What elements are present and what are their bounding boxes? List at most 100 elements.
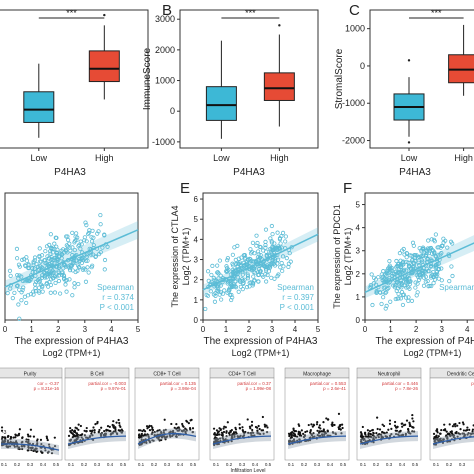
scatter-point — [76, 264, 82, 270]
facet-point — [307, 423, 310, 427]
scatter-point — [276, 272, 281, 277]
facet-point — [469, 432, 472, 435]
scatter-point — [16, 302, 21, 307]
facet-point — [83, 429, 86, 432]
scatter-point — [421, 253, 426, 259]
y-tick-label: 5 — [194, 215, 199, 224]
scatter-point — [407, 263, 412, 269]
scatter-point — [205, 293, 211, 298]
significance-label: *** — [431, 8, 442, 18]
facet-point — [337, 426, 340, 429]
scatter-point — [258, 245, 263, 250]
scatter-point — [261, 274, 266, 279]
facet-x-tick-label: 0.2 — [226, 462, 233, 467]
facet-point — [0, 438, 4, 441]
facet-point — [372, 441, 375, 444]
facet-point — [405, 419, 409, 422]
scatter-point — [33, 279, 39, 285]
facet-x-tick-label: 0.1 — [213, 462, 220, 467]
scatter-point — [80, 255, 85, 260]
scatter-point — [235, 243, 240, 248]
scatter-point — [65, 234, 70, 239]
scatter-point — [59, 251, 64, 256]
facet-point — [67, 434, 71, 437]
x-axis-label: The expression of P4HA3 — [204, 336, 318, 347]
scatter-point — [215, 263, 220, 268]
facet-point — [88, 435, 91, 439]
facet-point — [413, 430, 416, 433]
facet-point — [147, 435, 150, 438]
facet-point — [337, 427, 341, 431]
facet-point — [400, 422, 403, 425]
scatter-point — [264, 279, 269, 284]
scatter-point — [399, 269, 405, 274]
scatter-point — [256, 249, 261, 254]
scatter-point — [427, 283, 432, 289]
facet-point — [258, 427, 261, 431]
facet-point — [214, 438, 217, 442]
box-high — [88, 50, 120, 83]
y-tick-label: 2000 — [155, 45, 175, 55]
scatter-point — [272, 241, 277, 246]
scatter-point — [383, 285, 388, 290]
scatter-point — [37, 253, 42, 259]
scatter-point — [272, 263, 278, 268]
facet-point — [341, 426, 344, 430]
facet-point — [140, 432, 143, 436]
facet-point — [241, 426, 244, 429]
y-tick-label: 5 — [356, 201, 361, 210]
scatter-point — [258, 252, 263, 258]
facet-point — [230, 440, 233, 443]
scatter-point — [56, 270, 61, 275]
scatter-point — [288, 259, 293, 264]
scatter-point — [23, 263, 28, 268]
scatter-point — [102, 257, 108, 263]
scatter-point — [208, 289, 213, 294]
facet-point — [361, 425, 364, 429]
facet-point — [236, 435, 239, 438]
facet-point — [228, 434, 231, 437]
x-tick-label: 0 — [363, 325, 368, 334]
facet-point — [158, 429, 161, 432]
x-tick-label: 4 — [293, 325, 298, 334]
x-axis-label: Log2 (TPM+1) — [232, 348, 290, 358]
scatter-point — [102, 233, 107, 238]
scatter-point — [69, 263, 75, 268]
facet-point — [443, 428, 447, 431]
y-axis-label: Log2 (TPM+1) — [181, 228, 191, 286]
box-outlier — [407, 59, 411, 62]
facet-point — [471, 428, 474, 431]
y-tick-label: 3 — [194, 256, 199, 265]
facet-point — [249, 427, 252, 430]
facet-x-tick-label: 0.1 — [138, 462, 145, 467]
facet-point — [220, 431, 224, 434]
scatter-point — [211, 275, 216, 281]
y-tick-label: 3 — [356, 247, 361, 256]
plot-frame — [364, 192, 474, 321]
facet-point — [138, 436, 141, 439]
facet-frame — [284, 377, 350, 461]
scatter-point — [263, 227, 269, 232]
scatter-point — [396, 291, 401, 297]
box-outlier — [103, 13, 106, 17]
scatter-point — [258, 268, 263, 274]
scatter-point — [15, 272, 20, 278]
facet-point — [218, 433, 221, 436]
facet-point — [363, 432, 367, 435]
facet-point — [468, 428, 471, 431]
facet-point — [166, 435, 169, 438]
facet-point — [238, 423, 241, 426]
scatter-point — [408, 253, 413, 258]
facet-point — [17, 446, 21, 449]
facet-point — [93, 429, 96, 432]
scatter-point — [17, 316, 22, 321]
facet-point — [443, 423, 446, 426]
scatter-point — [30, 270, 35, 275]
facet-point — [394, 432, 398, 436]
scatter-point — [48, 251, 53, 256]
y-tick-label: 0 — [194, 316, 199, 325]
scatter-point — [209, 272, 214, 278]
facet-point — [458, 421, 461, 425]
facet-x-tick-label: 0.3 — [314, 462, 321, 467]
facet-point — [46, 451, 50, 454]
